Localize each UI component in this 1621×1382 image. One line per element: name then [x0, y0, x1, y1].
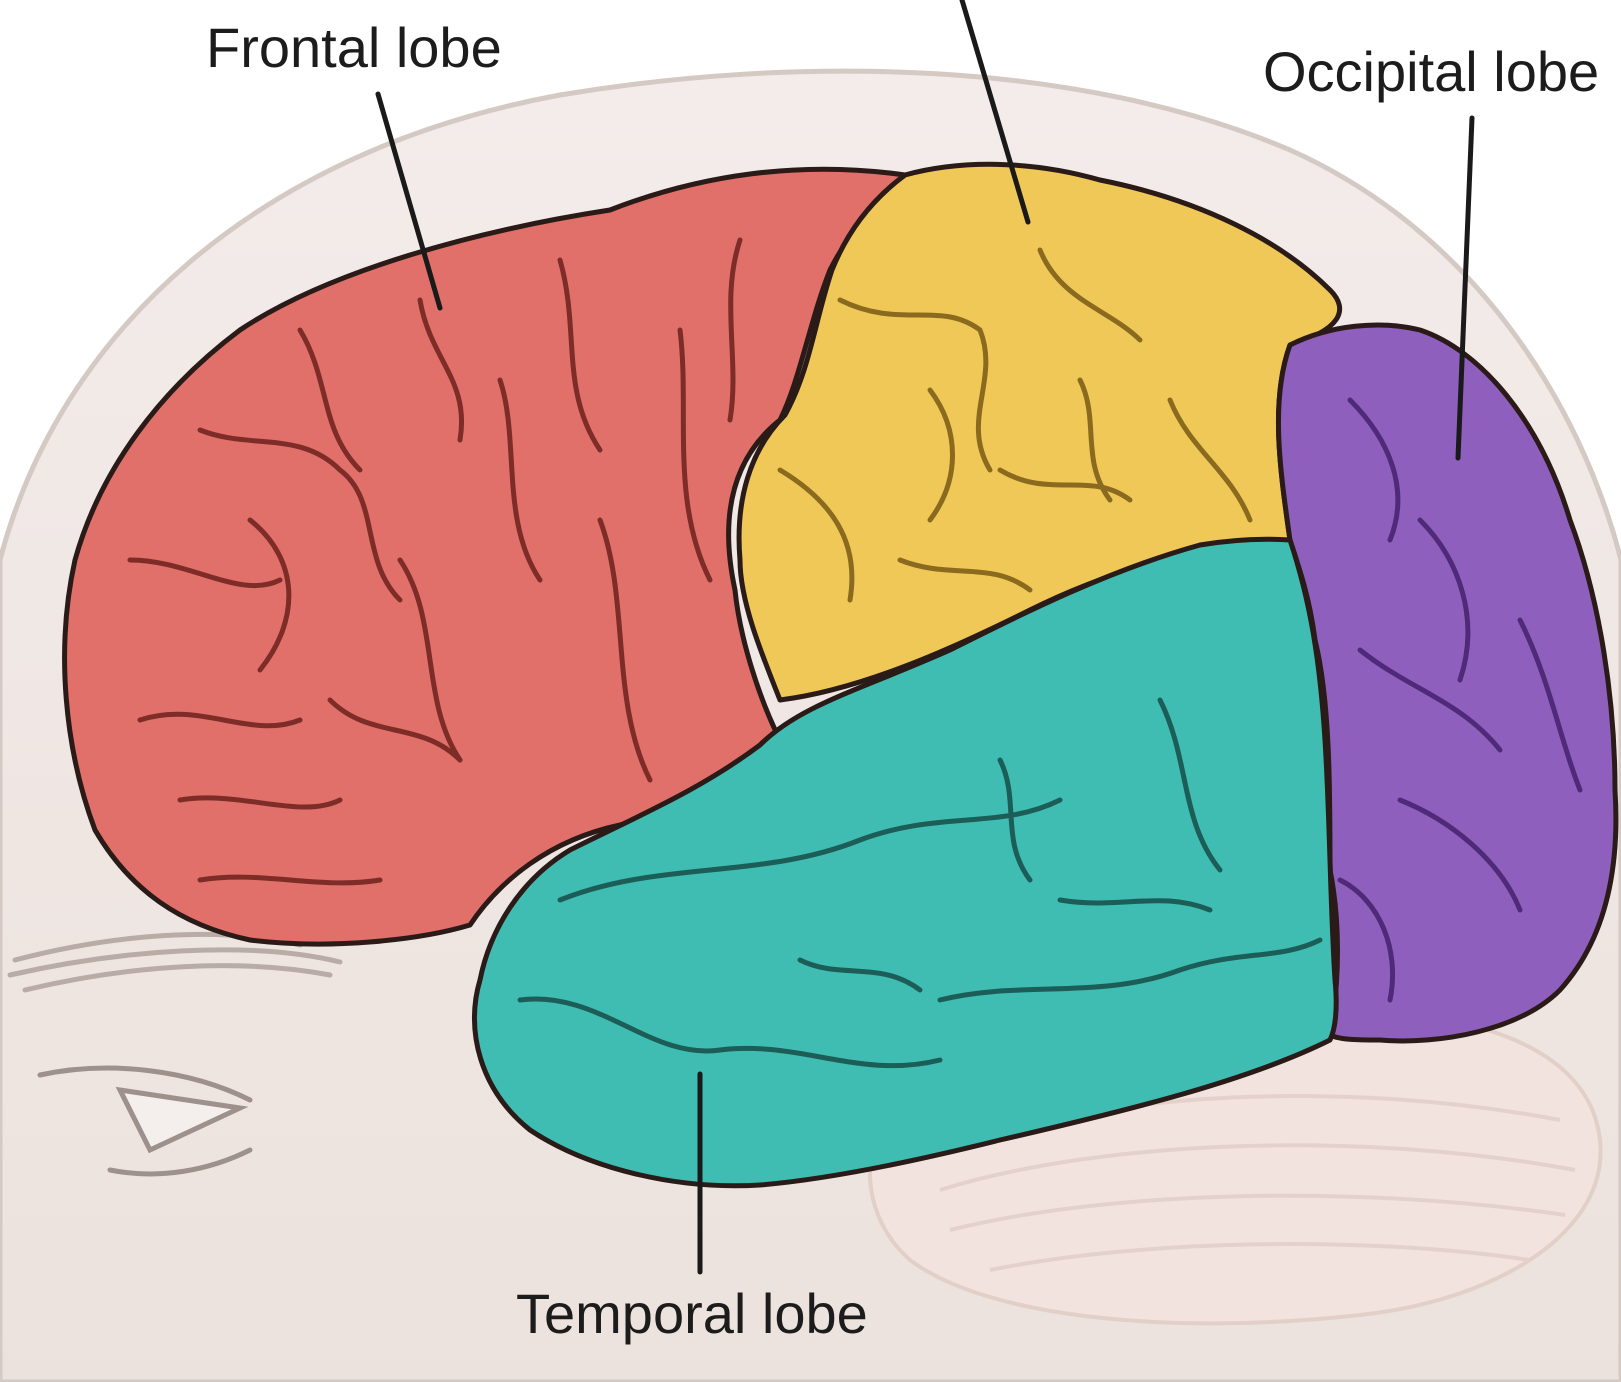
parietal-sulci: [777, 247, 1253, 603]
leader-lines: [375, 0, 1475, 1275]
parietal-leader-line: [959, 0, 1031, 225]
temporal-sulci: [517, 697, 1323, 1069]
frontal-sulci: [127, 237, 743, 886]
occipital-lobe-label: Occipital lobe: [1263, 40, 1600, 103]
eye-sketch: [37, 1065, 253, 1177]
frontal-lobe: [62, 166, 908, 947]
occipital-sulci: [1337, 397, 1583, 1003]
temporal-lobe: [472, 536, 1339, 1189]
frontal-lobe-label: Frontal lobe: [206, 16, 502, 79]
occipital-leader-line: [1455, 115, 1475, 461]
frontal-leader-line: [375, 91, 443, 311]
temporal-lobe-label: Temporal lobe: [516, 1282, 868, 1345]
